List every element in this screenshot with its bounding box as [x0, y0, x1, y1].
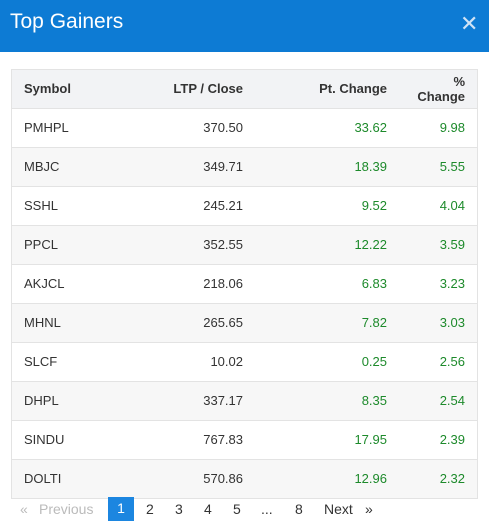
page-8-button[interactable]: 8: [295, 501, 303, 517]
table-row[interactable]: SLCF 10.02 0.25 2.56: [12, 341, 477, 381]
cell-pct-change: 3.59: [399, 224, 477, 264]
cell-ltp: 570.86: [131, 458, 255, 498]
cell-pct-change: 9.98: [399, 107, 477, 147]
cell-ltp: 218.06: [131, 263, 255, 303]
cell-pct-change: 2.39: [399, 419, 477, 459]
gainers-table: Symbol LTP / Close Pt. Change % Change P…: [12, 70, 477, 498]
cell-pt-change: 6.83: [255, 263, 399, 303]
cell-pct-change: 3.03: [399, 302, 477, 342]
next-button[interactable]: Next: [324, 501, 353, 517]
cell-ltp: 370.50: [131, 107, 255, 147]
gainers-table-container: Symbol LTP / Close Pt. Change % Change P…: [11, 69, 478, 499]
cell-pct-change: 4.04: [399, 185, 477, 225]
table-row[interactable]: PMHPL 370.50 33.62 9.98: [12, 107, 477, 147]
cell-pt-change: 0.25: [255, 341, 399, 381]
table-row[interactable]: SINDU 767.83 17.95 2.39: [12, 419, 477, 459]
page-4-button[interactable]: 4: [204, 501, 212, 517]
table-row[interactable]: DHPL 337.17 8.35 2.54: [12, 380, 477, 420]
next-arrow-icon[interactable]: »: [365, 501, 373, 517]
page-3-button[interactable]: 3: [175, 501, 183, 517]
page-2-button[interactable]: 2: [146, 501, 154, 517]
cell-symbol: SSHL: [12, 185, 131, 225]
cell-pt-change: 12.96: [255, 458, 399, 498]
cell-pct-change: 2.56: [399, 341, 477, 381]
column-header-pt-change[interactable]: Pt. Change: [319, 81, 387, 97]
table-row[interactable]: DOLTI 570.86 12.96 2.32: [12, 458, 477, 498]
table-row[interactable]: MHNL 265.65 7.82 3.03: [12, 302, 477, 342]
column-header-symbol[interactable]: Symbol: [24, 81, 71, 97]
cell-ltp: 349.71: [131, 146, 255, 186]
cell-symbol: MHNL: [12, 302, 131, 342]
column-header-pct-change[interactable]: % Change: [417, 73, 465, 104]
cell-pt-change: 8.35: [255, 380, 399, 420]
cell-symbol: PPCL: [12, 224, 131, 264]
table-row[interactable]: MBJC 349.71 18.39 5.55: [12, 146, 477, 186]
cell-ltp: 245.21: [131, 185, 255, 225]
cell-ltp: 10.02: [131, 341, 255, 381]
previous-button[interactable]: Previous: [39, 501, 94, 517]
cell-pt-change: 17.95: [255, 419, 399, 459]
page-1-button[interactable]: 1: [108, 497, 134, 521]
cell-symbol: DHPL: [12, 380, 131, 420]
cell-symbol: SINDU: [12, 419, 131, 459]
close-icon[interactable]: ✕: [460, 11, 479, 36]
cell-pt-change: 33.62: [255, 107, 399, 147]
cell-symbol: AKJCL: [12, 263, 131, 303]
cell-pt-change: 7.82: [255, 302, 399, 342]
cell-ltp: 352.55: [131, 224, 255, 264]
cell-ltp: 337.17: [131, 380, 255, 420]
cell-pt-change: 12.22: [255, 224, 399, 264]
cell-pt-change: 18.39: [255, 146, 399, 186]
dialog-title: Top Gainers: [10, 10, 124, 33]
previous-arrow-icon[interactable]: «: [20, 501, 28, 517]
column-header-ltp[interactable]: LTP / Close: [173, 81, 243, 97]
cell-symbol: PMHPL: [12, 107, 131, 147]
dialog-header: Top Gainers ✕: [0, 0, 489, 52]
table-row[interactable]: SSHL 245.21 9.52 4.04: [12, 185, 477, 225]
cell-ltp: 767.83: [131, 419, 255, 459]
table-row[interactable]: AKJCL 218.06 6.83 3.23: [12, 263, 477, 303]
cell-ltp: 265.65: [131, 302, 255, 342]
cell-pct-change: 5.55: [399, 146, 477, 186]
cell-pt-change: 9.52: [255, 185, 399, 225]
table-header-row: Symbol LTP / Close Pt. Change % Change: [12, 70, 477, 108]
cell-symbol: DOLTI: [12, 458, 131, 498]
page-5-button[interactable]: 5: [233, 501, 241, 517]
cell-pct-change: 3.23: [399, 263, 477, 303]
cell-pct-change: 2.32: [399, 458, 477, 498]
cell-symbol: SLCF: [12, 341, 131, 381]
cell-pct-change: 2.54: [399, 380, 477, 420]
cell-symbol: MBJC: [12, 146, 131, 186]
ellipsis: ...: [261, 501, 273, 517]
table-row[interactable]: PPCL 352.55 12.22 3.59: [12, 224, 477, 264]
